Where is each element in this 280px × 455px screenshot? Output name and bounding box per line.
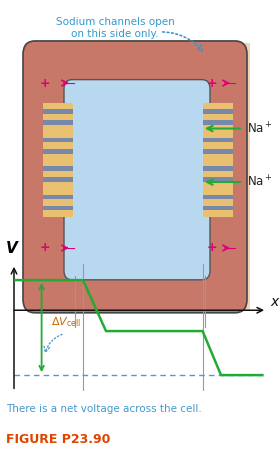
Bar	[43, 199, 73, 206]
Text: Sodium channels open
on this side only.: Sodium channels open on this side only.	[56, 17, 174, 39]
Bar	[43, 182, 73, 188]
Text: Na$^+$: Na$^+$	[247, 174, 273, 190]
Text: $-$: $-$	[66, 76, 76, 90]
Bar	[203, 138, 233, 142]
Bar	[43, 114, 73, 120]
Bar	[203, 210, 233, 217]
Bar	[203, 149, 233, 153]
Bar	[203, 120, 233, 125]
Text: $-$: $-$	[227, 242, 237, 254]
FancyBboxPatch shape	[64, 80, 210, 280]
Text: $x$: $x$	[270, 295, 280, 309]
Bar	[203, 171, 233, 177]
Bar	[43, 166, 73, 171]
Bar	[203, 188, 233, 195]
Bar	[43, 149, 73, 153]
Bar	[203, 103, 233, 109]
Bar	[43, 210, 73, 217]
Bar	[203, 199, 233, 206]
Bar	[43, 142, 73, 149]
Bar	[43, 177, 73, 182]
Text: Na$^+$: Na$^+$	[247, 121, 273, 136]
Bar	[203, 195, 233, 199]
Text: $-$: $-$	[227, 76, 237, 90]
Bar	[43, 131, 73, 138]
Bar	[43, 153, 73, 160]
Text: +: +	[207, 76, 217, 90]
Text: +: +	[207, 242, 217, 254]
Bar	[43, 171, 73, 177]
Bar	[43, 188, 73, 195]
Bar	[43, 138, 73, 142]
Bar	[203, 131, 233, 138]
Bar	[203, 166, 233, 171]
Bar	[43, 125, 73, 131]
Bar	[43, 160, 73, 166]
Bar	[43, 206, 73, 210]
Text: There is a net voltage across the cell.: There is a net voltage across the cell.	[6, 404, 201, 415]
Bar	[203, 142, 233, 149]
Bar	[203, 153, 233, 160]
Text: $-$: $-$	[66, 242, 76, 254]
Bar	[43, 195, 73, 199]
Bar	[203, 177, 233, 182]
Text: +: +	[40, 242, 50, 254]
Bar	[203, 114, 233, 120]
Text: +: +	[40, 76, 50, 90]
Bar	[43, 103, 73, 109]
Text: FIGURE P23.90: FIGURE P23.90	[6, 433, 110, 445]
Bar	[203, 125, 233, 131]
Bar	[203, 109, 233, 114]
Bar	[43, 109, 73, 114]
Bar	[203, 160, 233, 166]
Bar	[203, 206, 233, 210]
FancyBboxPatch shape	[25, 43, 250, 310]
FancyBboxPatch shape	[23, 41, 247, 313]
Text: $\bfit{V}$: $\bfit{V}$	[4, 240, 19, 256]
Bar	[203, 182, 233, 188]
Bar	[43, 120, 73, 125]
Text: $\Delta V_\mathrm{cell}$: $\Delta V_\mathrm{cell}$	[51, 315, 81, 329]
